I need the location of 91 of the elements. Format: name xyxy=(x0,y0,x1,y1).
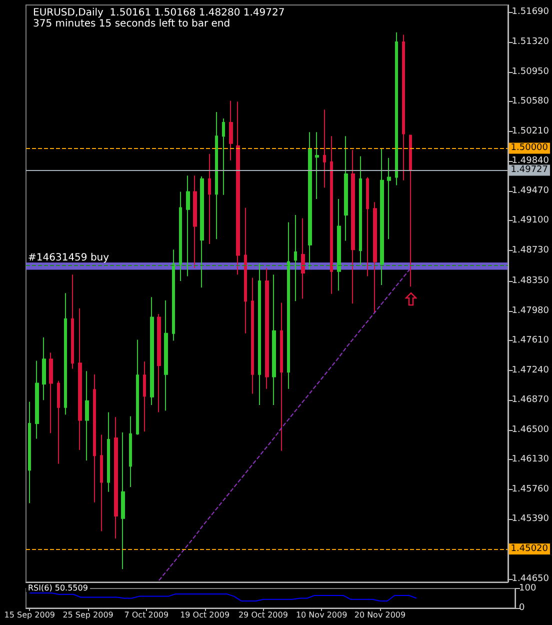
y-tick-label: 1.47610 xyxy=(512,336,550,346)
ref-line-label: #14631459 buy xyxy=(28,252,110,264)
candlestick xyxy=(315,132,319,200)
x-tick-label: 19 Oct 2009 xyxy=(180,610,230,620)
candlestick xyxy=(157,314,161,413)
candlestick xyxy=(380,148,384,286)
candlestick xyxy=(330,136,333,294)
y-tick-label: 1.44650 xyxy=(512,574,550,584)
y-tick-label: 1.49470 xyxy=(512,186,550,196)
y-tick-label: 1.48350 xyxy=(512,276,550,286)
y-tick-label: 1.51320 xyxy=(512,37,550,48)
y-tick-label: 1.50950 xyxy=(512,66,550,77)
candlestick xyxy=(28,401,31,504)
candlestick xyxy=(78,308,82,451)
candlestick xyxy=(150,296,154,406)
candlestick xyxy=(200,176,204,288)
candlestick xyxy=(366,176,369,277)
candlestick xyxy=(172,249,175,342)
candlestick xyxy=(387,157,391,240)
candlestick xyxy=(308,132,312,270)
line-series xyxy=(158,268,412,581)
y-tick-label: 100 xyxy=(519,584,536,594)
candlestick xyxy=(323,109,326,188)
candlestick xyxy=(93,374,96,503)
candlestick xyxy=(121,432,125,570)
candlestick xyxy=(301,218,305,300)
y-tick-label: 1.49100 xyxy=(512,216,550,226)
candlestick xyxy=(236,101,240,276)
candlestick xyxy=(402,34,405,181)
candlestick xyxy=(42,336,46,401)
candlestick xyxy=(229,100,233,161)
candlestick xyxy=(222,118,225,196)
candlestick xyxy=(49,352,53,434)
x-tick-label: 7 Oct 2009 xyxy=(124,610,169,620)
x-tick-label: 15 Sep 2009 xyxy=(4,610,55,620)
candlestick xyxy=(208,153,211,245)
y-tick-label: 1.49840 xyxy=(512,156,550,166)
line-series xyxy=(29,592,417,602)
candlestick xyxy=(294,214,297,302)
candlestick xyxy=(35,360,39,440)
y-tick-label: 1.45390 xyxy=(512,514,550,524)
candlestick xyxy=(107,412,110,492)
y-tick-label: 1.46130 xyxy=(512,454,550,465)
x-tick-label: 29 Oct 2009 xyxy=(238,610,288,620)
text: 375 minutes 15 seconds left to bar end xyxy=(33,18,230,30)
candlestick xyxy=(373,202,377,313)
x-tick-label: 20 Nov 2009 xyxy=(354,610,406,620)
candlestick xyxy=(164,300,168,412)
candlestick xyxy=(136,339,139,436)
candlestick xyxy=(409,134,412,288)
y-tick-label: 1.46500 xyxy=(512,424,550,435)
candlestick xyxy=(272,274,276,406)
candlestick xyxy=(85,370,89,461)
candlestick xyxy=(251,277,254,394)
y-tick-label: 1.48730 xyxy=(512,245,550,256)
y-tick-label: 1.51690 xyxy=(512,7,550,18)
candlestick xyxy=(179,191,182,282)
candlestick xyxy=(258,262,261,406)
candlestick xyxy=(71,274,74,370)
chart-title: RSI(6) 50.5509 xyxy=(28,584,88,592)
candlestick xyxy=(344,136,348,242)
candlestick xyxy=(114,416,118,540)
candlestick xyxy=(337,198,341,292)
ref-line-label: 1.45020 xyxy=(510,544,548,554)
candlestick xyxy=(351,149,355,304)
y-tick-label: 1.45760 xyxy=(512,484,550,494)
y-tick-label: 1.50210 xyxy=(512,126,550,136)
candlestick xyxy=(193,175,197,269)
candlestick xyxy=(287,222,290,390)
candlestick xyxy=(143,361,146,432)
candlestick xyxy=(244,207,247,334)
candlestick xyxy=(280,302,283,452)
candlestick xyxy=(359,156,362,266)
x-tick-label: 10 Nov 2009 xyxy=(296,610,348,620)
candlestick xyxy=(57,380,60,464)
candlestick xyxy=(64,292,67,416)
chart-title: EURUSD,Daily 1.50161 1.50168 1.48280 1.49727 xyxy=(33,8,285,18)
candlestick xyxy=(215,112,218,240)
candlestick xyxy=(265,268,269,390)
y-tick-label: 1.47980 xyxy=(512,306,550,316)
y-tick-label: 1.50580 xyxy=(512,96,550,107)
y-tick-label: 1.46870 xyxy=(512,395,550,406)
candlestick xyxy=(100,434,103,532)
candlestick xyxy=(129,416,132,488)
ref-line-label: 1.50000 xyxy=(510,143,548,154)
candlestick xyxy=(395,32,398,186)
y-tick-label: 0 xyxy=(519,603,525,613)
candlestick xyxy=(186,175,190,277)
y-tick-label: 1.47240 xyxy=(512,365,550,376)
ref-line-label: 1.49727 xyxy=(510,165,548,176)
x-tick-label: 25 Sep 2009 xyxy=(62,610,114,620)
